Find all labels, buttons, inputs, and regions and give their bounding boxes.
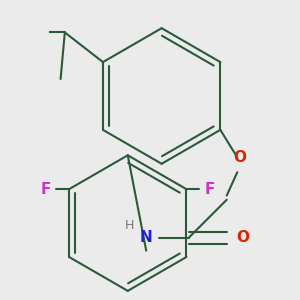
Text: N: N: [140, 230, 153, 245]
Text: O: O: [233, 150, 246, 165]
Text: O: O: [236, 230, 249, 245]
Text: F: F: [205, 182, 215, 197]
Text: F: F: [40, 182, 51, 197]
Text: H: H: [124, 219, 134, 232]
